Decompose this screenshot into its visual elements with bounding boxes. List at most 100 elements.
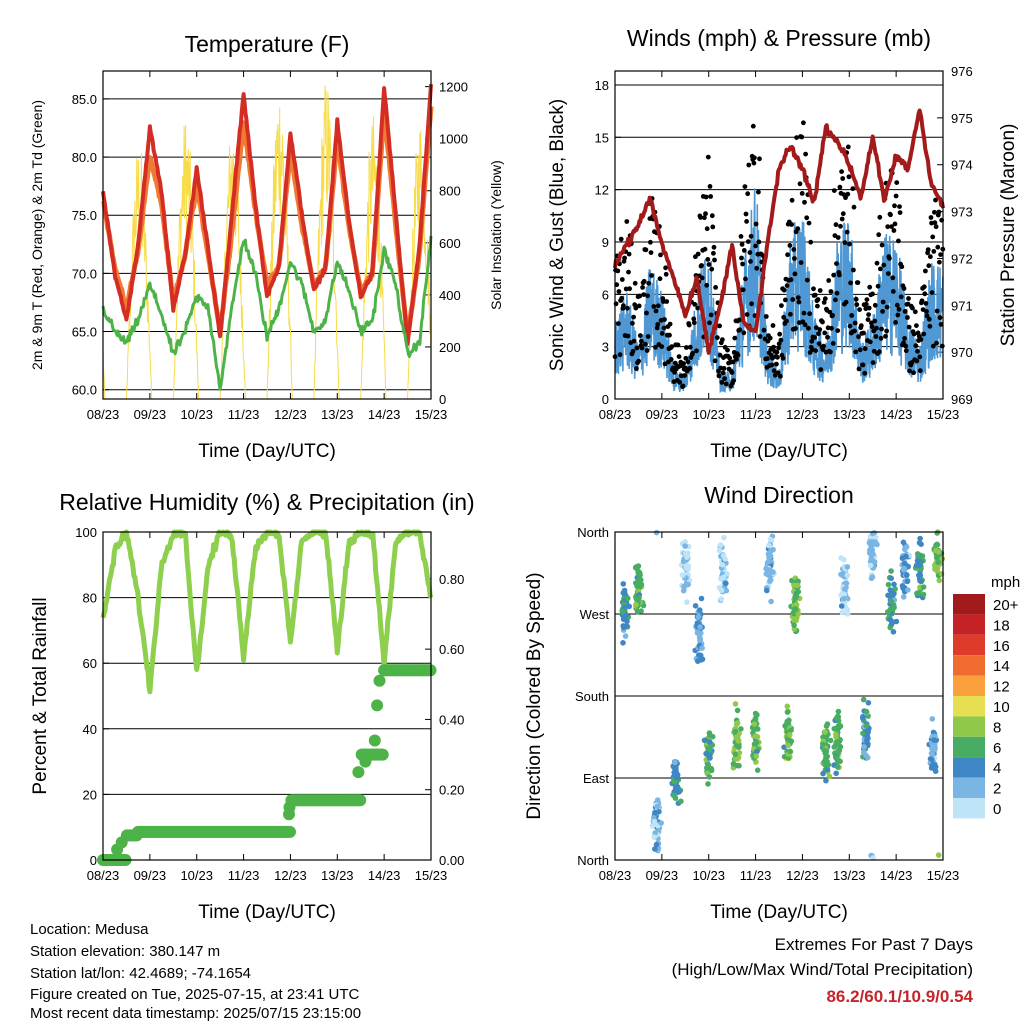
gust-point — [850, 186, 856, 192]
gust-point — [713, 285, 718, 290]
gust-point — [737, 327, 743, 333]
gust-point — [731, 378, 736, 383]
direction-point — [824, 753, 831, 760]
y2-tick-label: 0.60 — [439, 642, 464, 657]
direction-point — [673, 774, 679, 781]
gust-point — [933, 197, 938, 203]
gust-point — [716, 373, 722, 379]
direction-point — [834, 764, 841, 770]
direction-point — [683, 565, 690, 571]
gust-point — [903, 343, 909, 349]
y2-tick-label: 1200 — [439, 80, 468, 95]
gust-point — [683, 355, 689, 361]
direction-point — [900, 594, 907, 600]
x-tick-label: 15/23 — [415, 407, 448, 422]
direction-points — [619, 529, 946, 861]
direction-point — [784, 718, 790, 725]
gust-point — [739, 242, 745, 247]
gust-point — [788, 311, 793, 317]
direction-point — [929, 745, 935, 752]
gust-point — [877, 214, 883, 220]
precip-point — [354, 794, 367, 807]
gust-point — [792, 271, 798, 277]
gust-point — [640, 285, 645, 290]
direction-point — [863, 708, 870, 715]
direction-point — [704, 765, 710, 771]
direction-point — [766, 550, 772, 557]
plot-frame — [614, 531, 944, 861]
gust-point — [655, 322, 661, 327]
legend-swatch — [953, 614, 985, 635]
gust-point — [743, 276, 748, 282]
precip-point — [283, 801, 296, 814]
gust-point — [617, 352, 623, 358]
gust-point — [661, 325, 667, 331]
x-axis-label: Time (Day/UTC) — [710, 441, 848, 462]
y-tick-label: 40 — [83, 722, 97, 737]
direction-point — [706, 739, 713, 745]
x-tick-label: 14/23 — [880, 407, 913, 422]
gust-point — [878, 335, 884, 341]
gust-point — [770, 323, 776, 328]
y-tick-label: 80.0 — [72, 150, 97, 165]
gust-point — [744, 312, 750, 317]
gust-point — [685, 359, 691, 365]
legend-swatch — [953, 594, 985, 615]
gust-point — [717, 323, 722, 329]
gust-point — [790, 297, 796, 302]
gust-point — [885, 271, 891, 276]
gust-point — [804, 215, 810, 221]
direction-point — [843, 580, 850, 587]
gust-point — [709, 213, 715, 219]
y-axis-label: 2m & 9m T (Red, Orange) & 2m Td (Green) — [29, 100, 45, 370]
gust-point — [838, 223, 843, 229]
direction-point — [784, 709, 791, 715]
x-tick-label: 11/23 — [740, 407, 772, 422]
gust-point — [792, 256, 797, 261]
chart-panel-1: Temperature (F) Time (Day/UTC) 2m & 9m T (… — [29, 31, 504, 462]
plot-frame — [614, 70, 944, 400]
gust-point — [854, 302, 860, 307]
direction-point — [768, 598, 774, 605]
gust-point — [691, 316, 697, 322]
direction-point — [736, 762, 742, 769]
direction-point — [787, 748, 793, 755]
footer-location: Location: Medusa — [30, 921, 149, 938]
gust-point — [637, 293, 643, 299]
gust-point — [765, 356, 770, 361]
gust-point — [774, 349, 780, 355]
direction-point — [888, 575, 894, 582]
gust-point — [913, 343, 919, 349]
gust-point — [926, 263, 932, 269]
gust-point — [861, 330, 866, 336]
gust-point — [709, 266, 715, 272]
x-axis-label: Time (Day/UTC) — [198, 441, 336, 462]
gust-point — [625, 333, 631, 339]
direction-point — [696, 607, 703, 613]
gust-point — [727, 355, 733, 361]
gust-point — [704, 282, 710, 288]
gust-point — [876, 349, 882, 355]
y-tick-label: 12 — [595, 183, 609, 198]
direction-point — [723, 587, 730, 594]
gust-point — [831, 272, 837, 278]
gust-point — [684, 345, 689, 350]
x-tick-label: 14/23 — [368, 868, 401, 883]
direction-point — [869, 574, 876, 580]
gust-point — [892, 203, 897, 209]
y2-tick-label: 1000 — [439, 132, 468, 147]
gust-point — [879, 242, 885, 248]
gust-point — [691, 320, 697, 326]
gust-point — [835, 328, 841, 333]
plot-frame — [102, 531, 432, 861]
gust-point — [703, 211, 708, 217]
gust-point — [747, 250, 753, 255]
gust-point — [808, 239, 814, 245]
direction-point — [753, 739, 760, 746]
direction-point — [934, 564, 941, 571]
footer-latlon: Station lat/lon: 42.4689; -74.1654 — [30, 965, 252, 982]
series-dewpoint-line — [101, 235, 433, 391]
gust-point — [938, 252, 943, 257]
y2-axis-label: Solar Insolation (Yellow) — [488, 160, 504, 310]
